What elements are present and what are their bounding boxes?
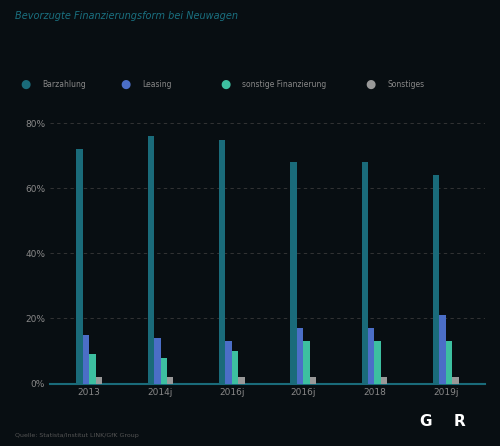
Bar [76,149,83,384]
Bar [440,315,446,384]
Bar [368,328,374,384]
Bar [226,341,232,384]
Text: R: R [454,414,466,429]
Bar [232,351,238,384]
Text: Leasing: Leasing [142,80,172,89]
Text: Bevorzugte Finanzierungsform bei Neuwagen: Bevorzugte Finanzierungsform bei Neuwage… [15,11,238,21]
Bar [160,358,167,384]
Bar [154,338,160,384]
Bar [148,136,154,384]
Bar [83,335,89,384]
Bar [303,341,310,384]
Bar [89,354,96,384]
Text: ●: ● [220,78,230,91]
Bar [167,377,173,384]
Bar [219,140,226,384]
Text: ●: ● [20,78,30,91]
Text: Barzahlung: Barzahlung [42,80,86,89]
Text: G: G [419,414,432,429]
Text: ●: ● [120,78,130,91]
Bar [433,175,440,384]
Bar [290,162,296,384]
Text: sonstige Finanzierung: sonstige Finanzierung [242,80,327,89]
Bar [446,341,452,384]
Bar [310,377,316,384]
Bar [374,341,381,384]
Text: ●: ● [365,78,375,91]
Bar [381,377,388,384]
Bar [296,328,303,384]
Bar [96,377,102,384]
Bar [362,162,368,384]
Text: Quelle: Statista/Institut LINK/GfK Group: Quelle: Statista/Institut LINK/GfK Group [15,433,139,438]
Bar [452,377,458,384]
Text: Sonstiges: Sonstiges [388,80,424,89]
Bar [238,377,244,384]
